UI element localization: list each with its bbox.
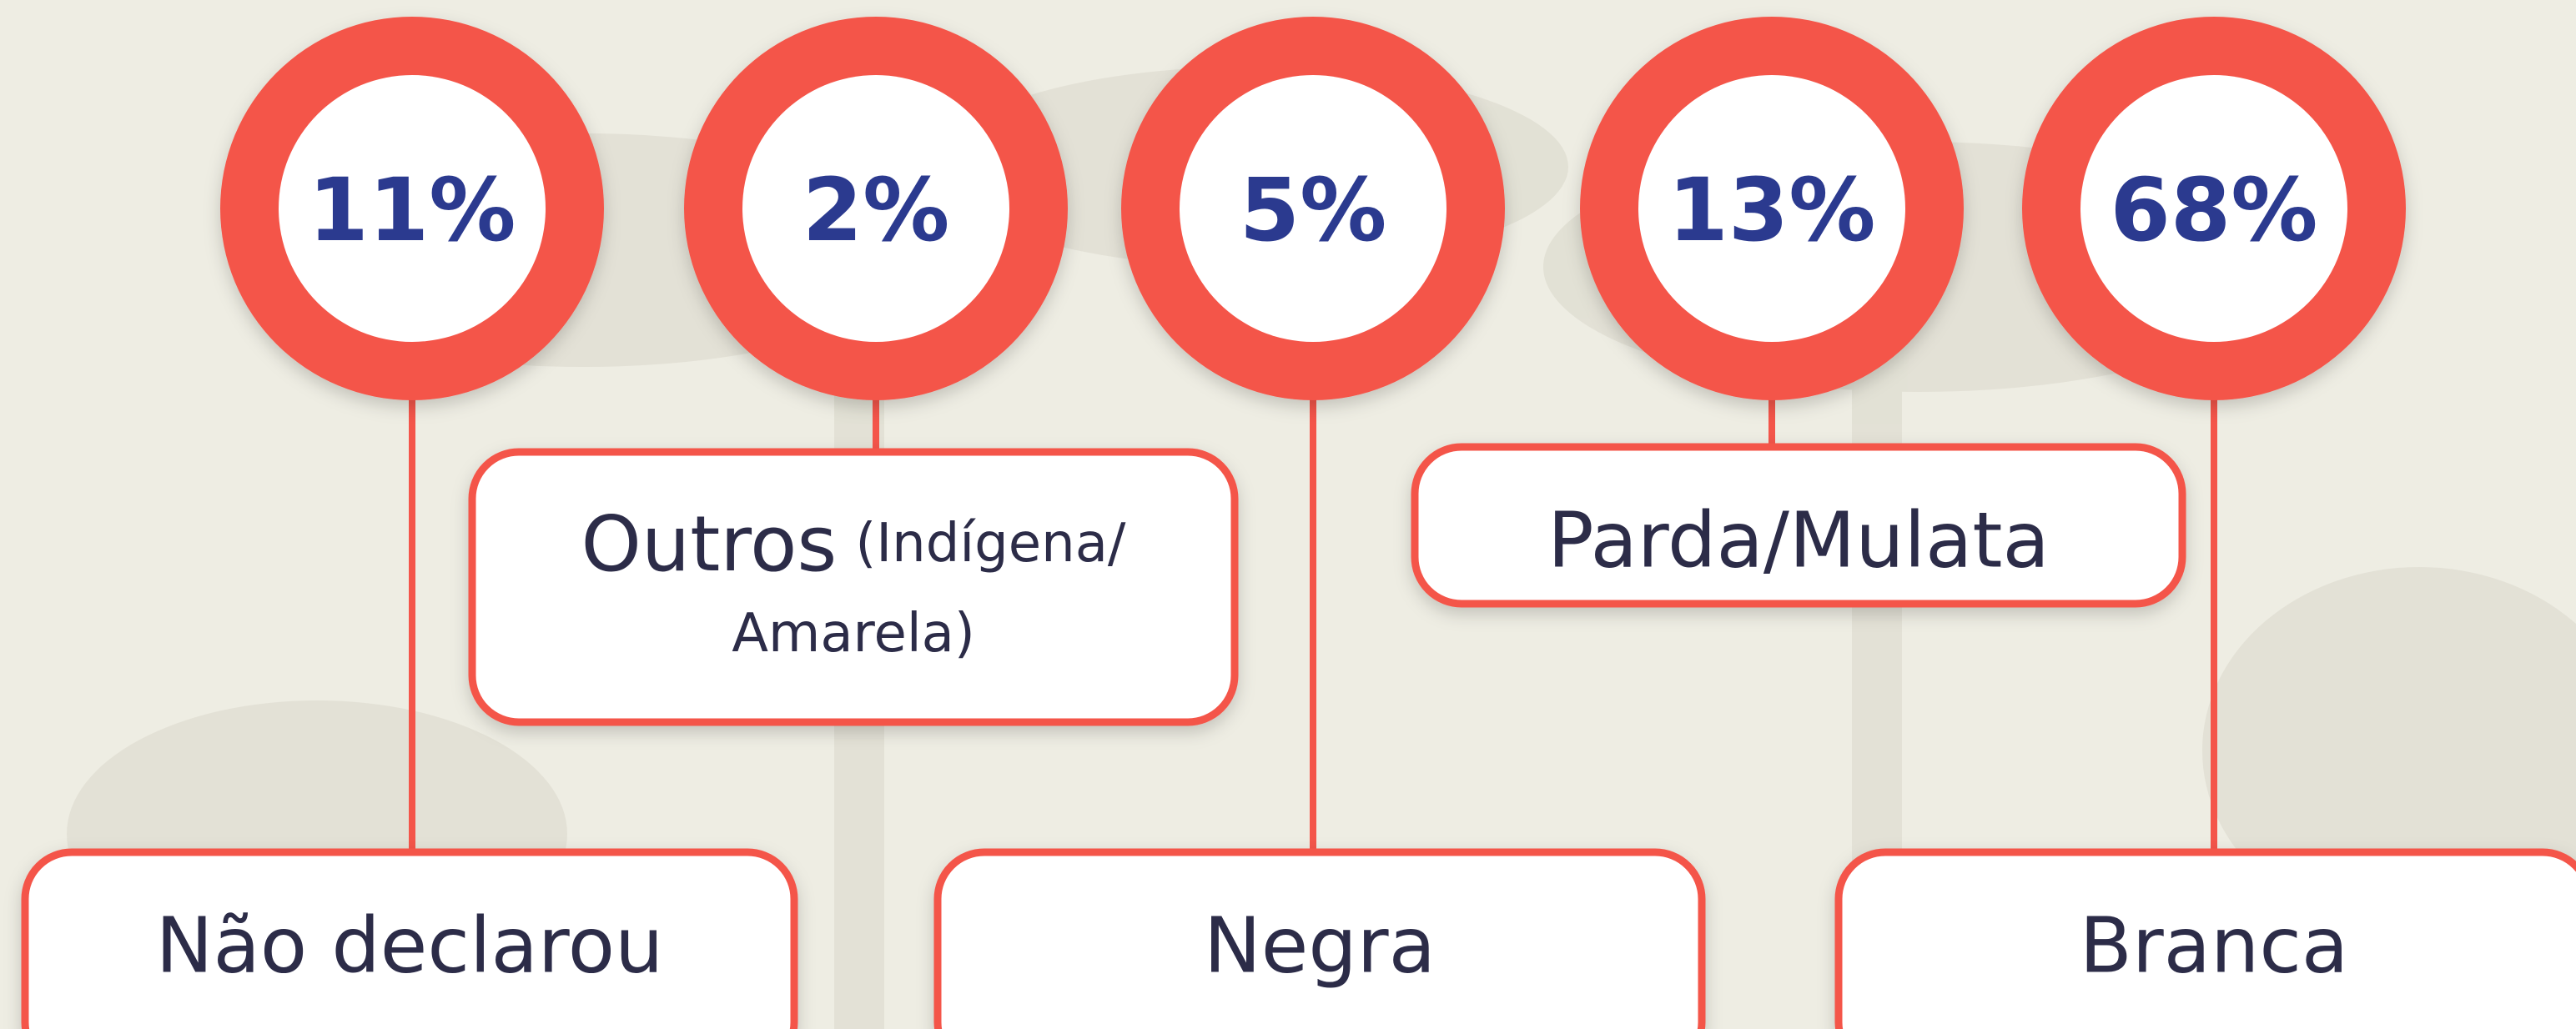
percent-value: 2%: [802, 159, 950, 261]
label-text: Branca: [2080, 901, 2349, 991]
label-sub: (Indígena/: [855, 513, 1126, 575]
page: Não declarou 11% Outros (Indígena/Amarela) 2…: [0, 0, 2576, 1029]
label-main: Outros: [581, 499, 838, 589]
percent-value: 11%: [309, 159, 516, 261]
label-text: Negra: [1204, 901, 1436, 991]
percent-value: 13%: [1668, 159, 1876, 261]
label-text: Não declarou: [156, 901, 664, 991]
label-sub-line: Amarela): [732, 603, 975, 665]
infographic: Não declarou 11% Outros (Indígena/Amarela) 2…: [0, 0, 2576, 1029]
label-text: Parda/Mulata: [1547, 496, 2050, 585]
percent-value: 5%: [1240, 159, 1387, 261]
percent-value: 68%: [2111, 159, 2318, 261]
